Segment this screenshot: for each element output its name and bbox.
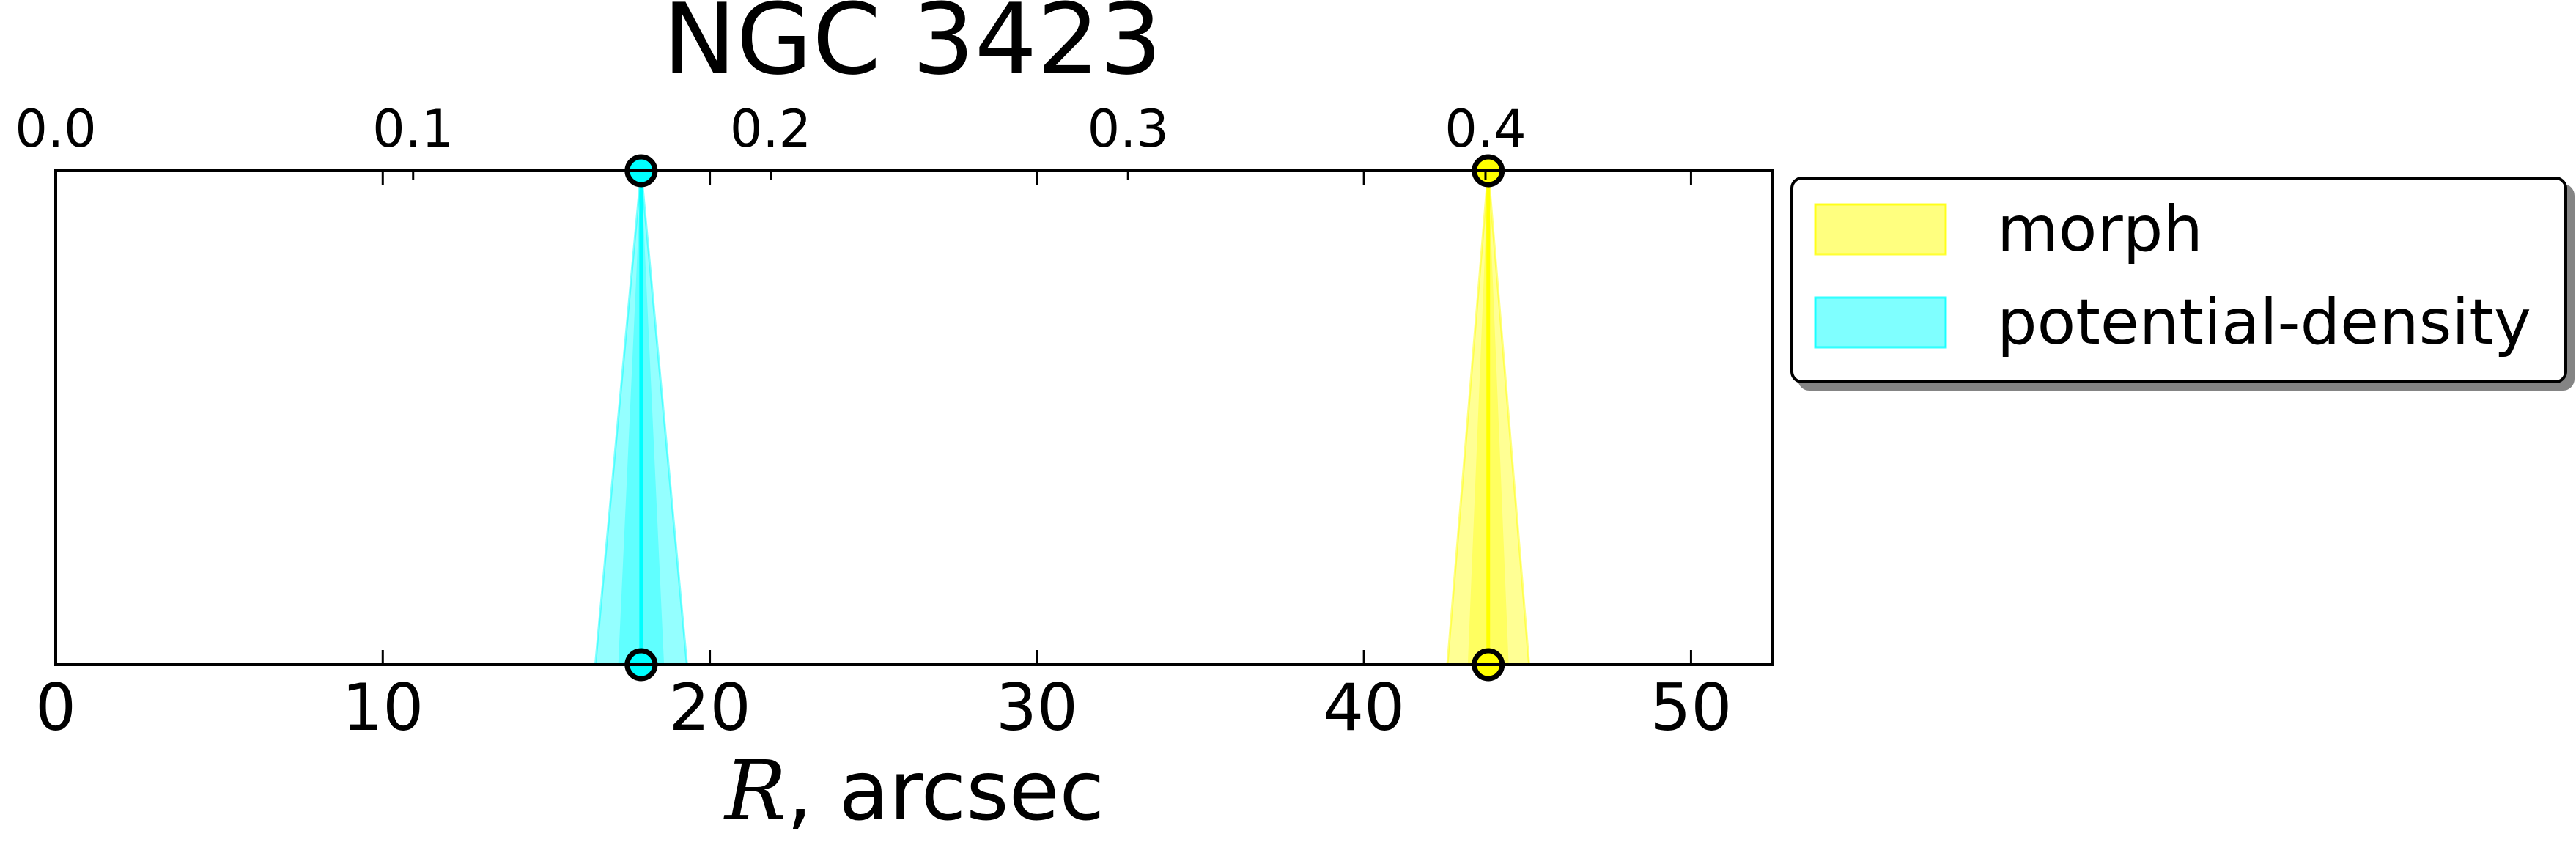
x-axis-symbol: R <box>723 744 786 839</box>
legend-label-0: morph <box>1997 193 2203 266</box>
x-tick-label-4: 40 <box>1323 670 1405 745</box>
legend: morph potential-density <box>1790 177 2567 383</box>
x-tick-label-0: 0 <box>35 670 76 745</box>
x-tick-label-5: 50 <box>1650 670 1732 745</box>
legend-items: morph potential-density <box>1814 193 2531 359</box>
axis-layer: 0 10 20 30 40 50 0.0 0.1 0.2 0.3 0.4 <box>15 99 1732 745</box>
plot-frame <box>54 169 1774 666</box>
top-tick-label-0: 0.0 <box>15 99 96 159</box>
series-layer <box>594 154 1531 682</box>
x-axis-label: R, arcsec <box>723 744 1104 839</box>
x-tick-label-2: 20 <box>669 670 751 745</box>
top-tick-label-4: 0.4 <box>1444 99 1526 159</box>
legend-swatch-1 <box>1814 296 1947 349</box>
legend-swatch-0 <box>1814 203 1947 256</box>
top-tick-label-3: 0.3 <box>1088 99 1169 159</box>
x-tick-label-1: 10 <box>342 670 424 745</box>
top-tick-label-1: 0.1 <box>372 99 454 159</box>
x-tick-label-3: 30 <box>996 670 1078 745</box>
legend-box <box>1790 177 2567 383</box>
chart-title: NGC 3423 <box>663 0 1162 97</box>
x-axis-unit: , arcsec <box>786 744 1104 839</box>
top-tick-label-2: 0.2 <box>730 99 811 159</box>
legend-label-1: potential-density <box>1997 286 2531 359</box>
